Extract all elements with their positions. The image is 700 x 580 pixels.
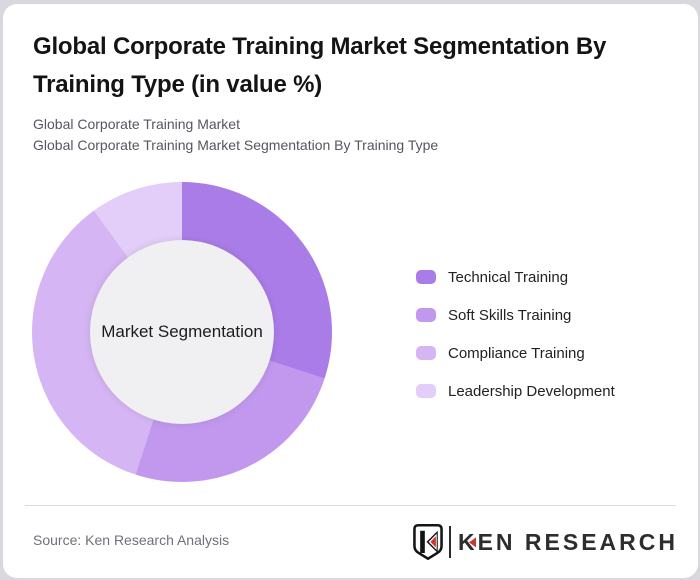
legend-item-soft-skills-training[interactable]: Soft Skills Training [416,306,615,324]
legend-item-technical-training[interactable]: Technical Training [416,268,615,286]
logo-wordmark-rest: EN RESEARCH [477,528,678,555]
chart-title-line1: Global Corporate Training Market Segment… [33,33,607,60]
ken-research-logo: K EN RESEARCH [413,518,678,566]
ken-research-shield-icon [413,524,443,560]
legend: Technical Training Soft Skills Training … [416,268,615,400]
footer-divider [25,505,676,506]
legend-swatch [416,346,436,360]
legend-label: Soft Skills Training [448,306,572,324]
source-text: Source: Ken Research Analysis [33,532,230,548]
logo-wordmark: K EN RESEARCH [458,529,678,556]
logo-wordmark-k: K [457,528,478,555]
legend-swatch [416,384,436,398]
donut-center: Market Segmentation [90,240,274,424]
chart-card: Global Corporate Training Market Segment… [3,4,698,578]
legend-swatch [416,308,436,322]
chart-title-line2: Training Type (in value %) [33,71,323,98]
red-triangle-icon [468,537,476,548]
logo-divider [448,526,451,558]
chart-subtitles: Global Corporate Training Market Global … [33,114,438,156]
legend-label: Technical Training [448,268,569,286]
legend-item-leadership-development[interactable]: Leadership Development [416,382,615,400]
chart-subtitle-market: Global Corporate Training Market [33,116,240,132]
chart-subtitle-segmentation: Global Corporate Training Market Segment… [33,137,439,153]
donut-chart[interactable]: Market Segmentation [32,182,332,482]
legend-label: Compliance Training [448,344,585,362]
donut-center-label: Market Segmentation [101,322,263,341]
legend-swatch [416,270,436,284]
legend-label: Leadership Development [448,382,615,400]
chart-title: Global Corporate Training Market Segment… [33,28,606,104]
legend-item-compliance-training[interactable]: Compliance Training [416,344,615,362]
